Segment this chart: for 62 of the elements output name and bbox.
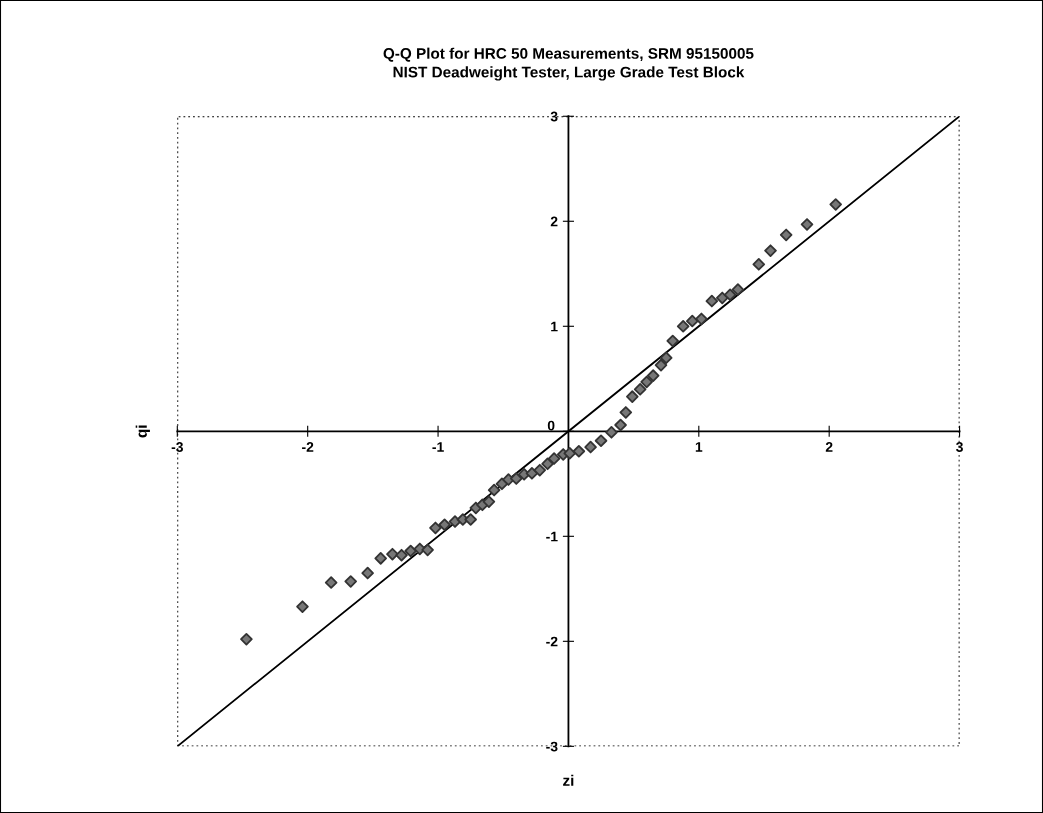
point — [429, 521, 442, 535]
point — [344, 575, 357, 588]
x-axis-title: zi — [563, 774, 574, 786]
point — [374, 552, 387, 565]
point — [640, 375, 653, 389]
point — [533, 463, 547, 477]
point — [654, 358, 668, 372]
x-tick-label: -3 — [171, 442, 183, 452]
point — [525, 467, 539, 480]
point — [240, 632, 253, 646]
point — [829, 198, 842, 211]
y-axis-title: qi — [135, 425, 150, 438]
point — [659, 351, 673, 365]
point — [510, 472, 523, 485]
x-tick-label: 1 — [695, 442, 703, 452]
y-tick-label: 1 — [551, 321, 558, 332]
point — [723, 288, 737, 302]
point — [448, 515, 462, 528]
point — [438, 518, 451, 532]
point — [731, 283, 745, 296]
chart-title: Q-Q Plot for HRC 50 Measurements, SRM 95150005 NIST Deadweight Tester, Large Grade Test Block — [383, 47, 754, 81]
point — [614, 418, 627, 432]
point — [584, 440, 597, 454]
point — [626, 390, 639, 403]
point — [619, 406, 633, 419]
point — [646, 369, 660, 382]
y-tick-label: -3 — [546, 741, 558, 752]
point — [572, 444, 586, 458]
point — [547, 452, 561, 465]
point — [695, 312, 708, 326]
point — [563, 447, 577, 460]
y-tick-label: -2 — [546, 636, 558, 647]
y-tick-label: -1 — [546, 531, 558, 542]
point — [421, 543, 434, 557]
point — [705, 294, 719, 308]
point — [482, 495, 496, 508]
point — [633, 383, 647, 396]
point — [404, 544, 417, 558]
point — [686, 314, 699, 328]
point — [296, 600, 309, 613]
x-tick-label: 3 — [956, 442, 963, 452]
point — [666, 334, 680, 348]
point — [594, 434, 608, 448]
point — [764, 244, 777, 257]
point — [386, 547, 399, 561]
x-tick-label: -2 — [302, 442, 314, 452]
x-tick-label: 2 — [825, 442, 833, 452]
point — [361, 566, 374, 580]
point — [487, 483, 501, 497]
point — [800, 218, 814, 231]
y-tick-label: 2 — [550, 216, 558, 227]
point — [395, 548, 408, 562]
point — [779, 228, 793, 242]
point — [676, 319, 690, 333]
y-tick-label: 3 — [550, 111, 558, 122]
x-tick-label: -1 — [432, 442, 444, 452]
point — [752, 258, 766, 271]
point — [324, 576, 338, 589]
point — [605, 426, 618, 439]
y-tick-label: 0 — [547, 420, 555, 431]
point — [464, 513, 477, 526]
point — [541, 457, 554, 471]
